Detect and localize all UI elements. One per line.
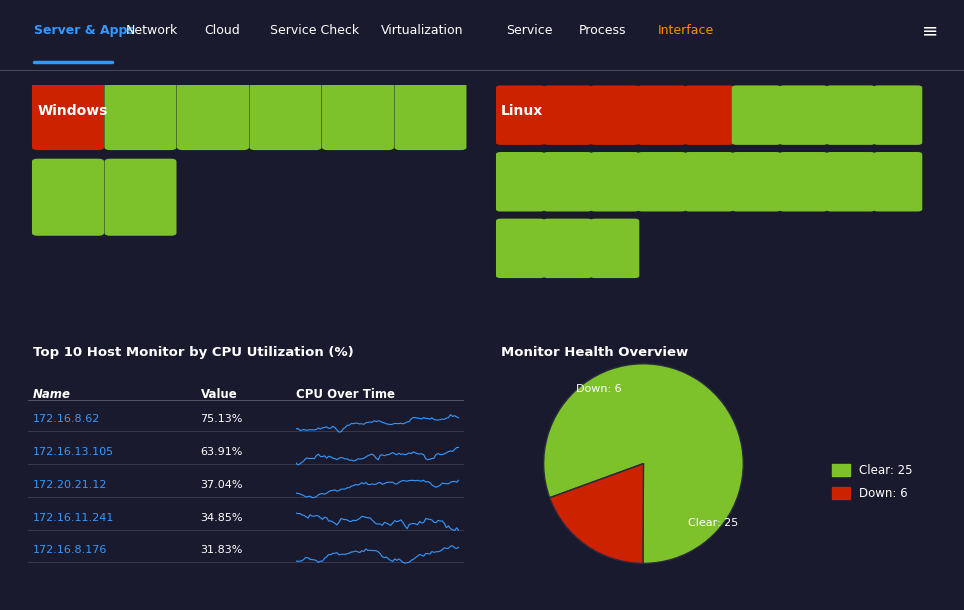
Wedge shape <box>544 364 743 564</box>
Text: Monitor Health Overview: Monitor Health Overview <box>500 346 687 359</box>
Text: 75.13%: 75.13% <box>201 414 243 424</box>
FancyBboxPatch shape <box>826 152 875 212</box>
FancyBboxPatch shape <box>32 73 104 150</box>
Text: Down: 6: Down: 6 <box>576 384 622 393</box>
Text: Name: Name <box>33 388 71 401</box>
FancyBboxPatch shape <box>684 85 734 145</box>
FancyBboxPatch shape <box>495 85 545 145</box>
FancyBboxPatch shape <box>873 85 923 145</box>
Text: Network: Network <box>125 24 177 37</box>
Text: Server & Apps: Server & Apps <box>34 24 135 37</box>
Text: 172.16.8.62: 172.16.8.62 <box>33 414 100 424</box>
Text: Interface: Interface <box>657 24 713 37</box>
Text: Virtualization: Virtualization <box>381 24 464 37</box>
Legend: Clear: 25, Down: 6: Clear: 25, Down: 6 <box>832 464 913 500</box>
FancyBboxPatch shape <box>590 152 639 212</box>
Text: Windows: Windows <box>38 104 108 118</box>
FancyBboxPatch shape <box>543 218 592 278</box>
Text: CPU Over Time: CPU Over Time <box>296 388 394 401</box>
FancyBboxPatch shape <box>590 218 639 278</box>
FancyBboxPatch shape <box>495 218 545 278</box>
FancyBboxPatch shape <box>826 85 875 145</box>
Text: 172.16.11.241: 172.16.11.241 <box>33 512 115 523</box>
Text: 172.20.21.12: 172.20.21.12 <box>33 479 107 490</box>
FancyBboxPatch shape <box>104 159 176 235</box>
FancyBboxPatch shape <box>32 159 104 235</box>
Text: 63.91%: 63.91% <box>201 447 243 457</box>
FancyBboxPatch shape <box>779 85 828 145</box>
FancyBboxPatch shape <box>250 73 321 150</box>
FancyBboxPatch shape <box>177 73 249 150</box>
FancyBboxPatch shape <box>637 85 686 145</box>
Text: 172.16.8.176: 172.16.8.176 <box>33 545 107 555</box>
Text: 172.16.13.105: 172.16.13.105 <box>33 447 114 457</box>
Text: 37.04%: 37.04% <box>201 479 243 490</box>
Text: Cloud: Cloud <box>204 24 240 37</box>
FancyBboxPatch shape <box>394 73 467 150</box>
FancyBboxPatch shape <box>684 152 734 212</box>
FancyBboxPatch shape <box>104 73 176 150</box>
Text: Linux: Linux <box>500 104 543 118</box>
Text: Process: Process <box>578 24 626 37</box>
FancyBboxPatch shape <box>732 85 781 145</box>
Text: Top 10 Host Monitor by CPU Utilization (%): Top 10 Host Monitor by CPU Utilization (… <box>33 346 354 359</box>
Text: ≡: ≡ <box>923 21 938 40</box>
Text: Value: Value <box>201 388 237 401</box>
FancyBboxPatch shape <box>495 152 545 212</box>
Text: 34.85%: 34.85% <box>201 512 243 523</box>
FancyBboxPatch shape <box>543 152 592 212</box>
FancyBboxPatch shape <box>873 152 923 212</box>
Text: Service: Service <box>506 24 552 37</box>
Text: 31.83%: 31.83% <box>201 545 243 555</box>
FancyBboxPatch shape <box>637 152 686 212</box>
FancyBboxPatch shape <box>543 85 592 145</box>
FancyBboxPatch shape <box>322 73 394 150</box>
FancyBboxPatch shape <box>779 152 828 212</box>
Wedge shape <box>549 464 643 564</box>
FancyBboxPatch shape <box>590 85 639 145</box>
Text: Clear: 25: Clear: 25 <box>688 518 738 528</box>
Text: Service Check: Service Check <box>270 24 359 37</box>
FancyBboxPatch shape <box>732 152 781 212</box>
